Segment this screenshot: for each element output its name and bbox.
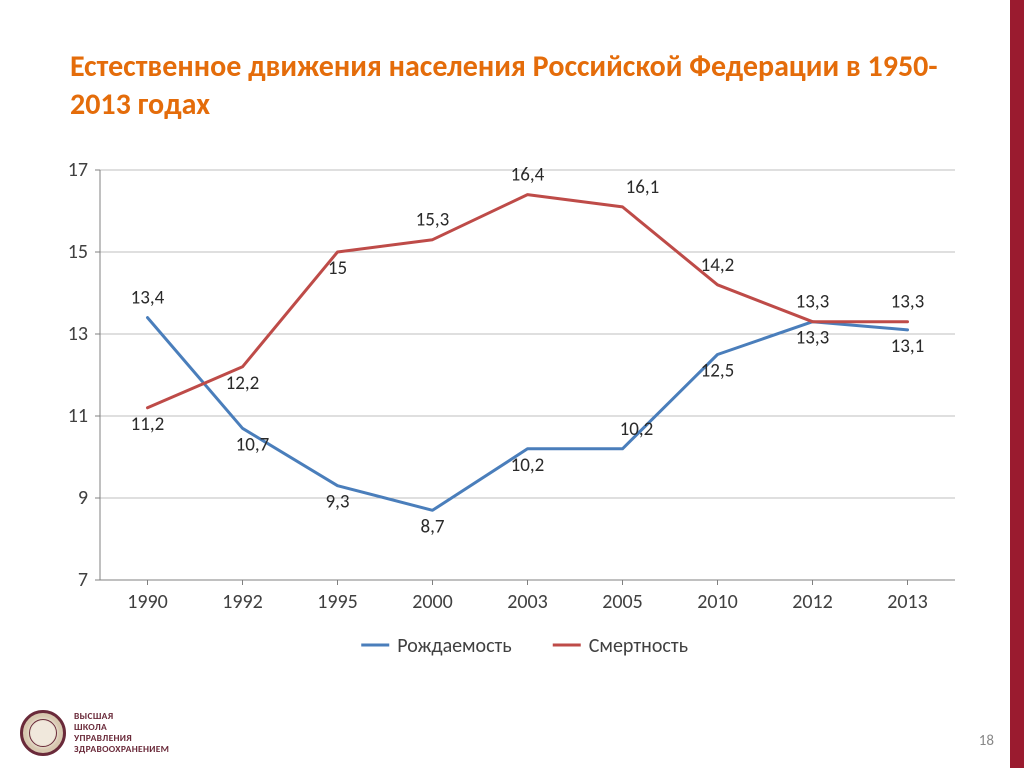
- svg-text:11: 11: [68, 404, 88, 428]
- svg-text:1990: 1990: [127, 590, 168, 614]
- svg-text:2003: 2003: [507, 590, 548, 614]
- svg-text:Смертность: Смертность: [589, 634, 688, 658]
- footer-logo-text: ВЫСШАЯ ШКОЛА УПРАВЛЕНИЯ ЗДРАВООХРАНЕНИЕМ: [74, 711, 169, 755]
- chart-svg: 7 9 11 13 15 17 1990 1992 1995 2000 2003 2005 2010 20…: [40, 160, 980, 680]
- svg-text:13: 13: [68, 322, 88, 346]
- page-number: 18: [979, 732, 994, 750]
- svg-text:13,3: 13,3: [891, 291, 925, 314]
- footer-line4: ЗДРАВООХРАНЕНИЕМ: [74, 744, 169, 755]
- svg-text:17: 17: [68, 160, 88, 182]
- svg-text:2005: 2005: [602, 590, 643, 614]
- svg-text:13,3: 13,3: [796, 291, 830, 314]
- svg-text:13,3: 13,3: [796, 327, 830, 350]
- svg-text:2000: 2000: [412, 590, 453, 614]
- svg-text:1992: 1992: [222, 590, 263, 614]
- svg-text:12,5: 12,5: [701, 360, 735, 383]
- footer-logo: ВЫСШАЯ ШКОЛА УПРАВЛЕНИЯ ЗДРАВООХРАНЕНИЕМ: [20, 710, 169, 756]
- svg-text:8,7: 8,7: [420, 515, 444, 538]
- line-chart: 7 9 11 13 15 17 1990 1992 1995 2000 2003 2005 2010 20…: [40, 160, 980, 680]
- svg-text:14,2: 14,2: [701, 254, 735, 277]
- svg-text:7: 7: [78, 568, 88, 592]
- svg-text:12,2: 12,2: [226, 372, 260, 395]
- svg-text:16,1: 16,1: [626, 176, 660, 199]
- svg-text:9: 9: [78, 486, 88, 510]
- svg-text:15: 15: [68, 240, 88, 264]
- svg-text:13,4: 13,4: [131, 287, 165, 310]
- svg-text:16,4: 16,4: [511, 164, 545, 187]
- svg-text:11,2: 11,2: [131, 413, 165, 436]
- svg-text:10,2: 10,2: [620, 418, 654, 441]
- side-accent-bar: [1010, 0, 1024, 768]
- svg-text:10,2: 10,2: [511, 454, 545, 477]
- svg-text:Рождаемость: Рождаемость: [397, 634, 511, 658]
- seal-icon: [20, 710, 66, 756]
- svg-text:15,3: 15,3: [416, 209, 450, 232]
- svg-text:15: 15: [328, 257, 347, 280]
- svg-text:2012: 2012: [792, 590, 833, 614]
- svg-text:2010: 2010: [697, 590, 738, 614]
- svg-text:9,3: 9,3: [325, 491, 349, 514]
- slide: Естественное движения населения Российск…: [0, 0, 1024, 768]
- svg-text:13,1: 13,1: [891, 335, 925, 358]
- slide-title: Естественное движения населения Российск…: [70, 48, 940, 123]
- svg-text:1995: 1995: [317, 590, 358, 614]
- svg-text:2013: 2013: [887, 590, 928, 614]
- svg-text:10,7: 10,7: [236, 433, 270, 456]
